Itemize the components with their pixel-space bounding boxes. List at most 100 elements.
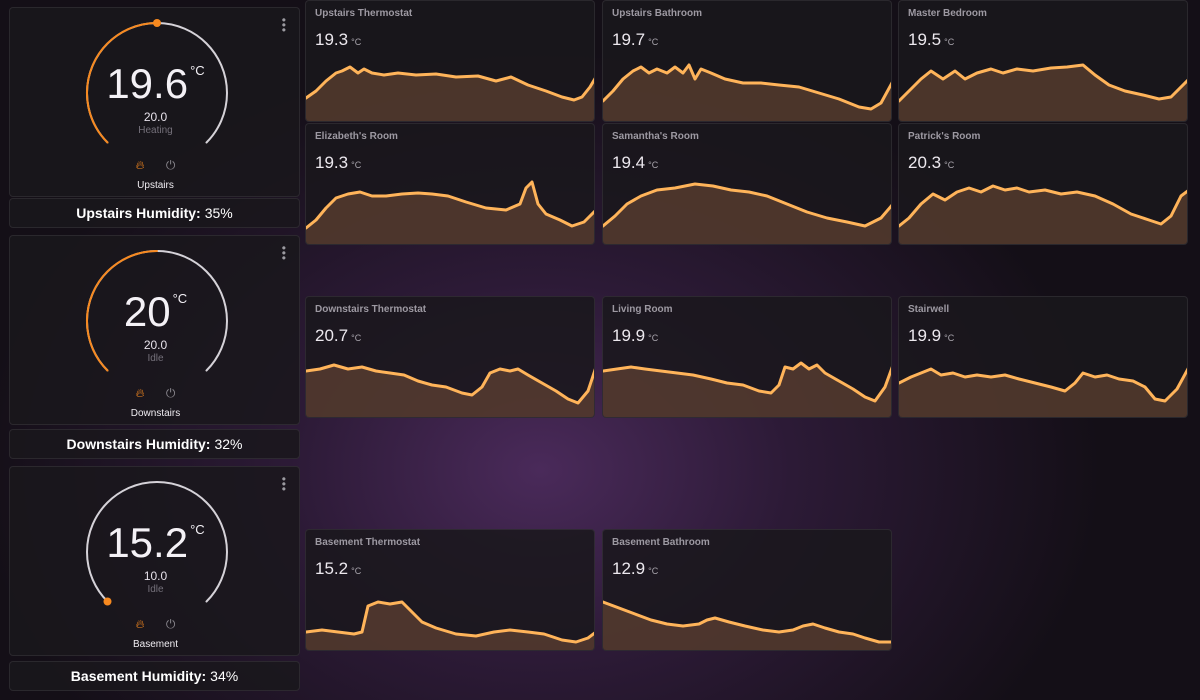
sparkline-line — [899, 184, 1187, 228]
sensor-value: 19.9 °C — [908, 326, 955, 345]
sparkline-line — [306, 600, 594, 644]
sparkline-graph[interactable] — [306, 580, 595, 650]
target-temperature: 20.0 — [143, 110, 168, 124]
flame-icon[interactable]: 🔥︎ — [135, 386, 145, 400]
sparkline-line — [306, 65, 594, 102]
sensor-value: 19.7 °C — [612, 30, 659, 49]
sparkline-graph[interactable] — [603, 347, 892, 417]
more-vertical-icon[interactable]: • • • — [281, 241, 286, 265]
humidity-label: Upstairs Humidity: — [76, 205, 201, 221]
sensor-value: 19.9 °C — [612, 326, 659, 345]
sparkline-line — [603, 63, 891, 111]
sensor-name: Stairwell — [908, 304, 950, 315]
current-temperature: 15.2 °C — [106, 519, 205, 566]
thermostat-name: Basement — [132, 639, 179, 650]
sparkline-area — [603, 602, 891, 650]
sensor-name: Basement Thermostat — [315, 537, 421, 548]
sparkline-graph[interactable] — [899, 174, 1188, 244]
sensor-name: Upstairs Thermostat — [315, 8, 413, 19]
sensor-card-elizabeths-room[interactable]: Elizabeth's Room 19.3 °C — [305, 123, 595, 245]
sensor-card-upstairs-thermostat[interactable]: Upstairs Thermostat 19.3 °C — [305, 0, 595, 122]
sparkline-area — [306, 602, 594, 650]
thermostat-name: Downstairs — [130, 408, 181, 419]
power-icon[interactable]: ⏻ — [165, 386, 176, 400]
sensor-name: Patrick's Room — [908, 131, 981, 142]
more-vertical-icon[interactable]: • • • — [281, 472, 286, 496]
sparkline-line — [306, 363, 594, 405]
sparkline-area — [603, 184, 891, 244]
sparkline-line — [899, 63, 1187, 103]
thermostat-gauge[interactable] — [82, 477, 232, 607]
humidity-card-basement[interactable]: Basement Humidity: 34% — [9, 661, 300, 691]
hvac-action: Idle — [147, 353, 164, 364]
sensor-name: Basement Bathroom — [612, 537, 710, 548]
sparkline-line — [306, 180, 594, 230]
sensor-value: 19.5 °C — [908, 30, 955, 49]
thermostat-card-downstairs[interactable]: • • • 20 °C 20.0 Idle 🔥︎ ⏻ Downstairs — [9, 235, 300, 425]
sparkline-area — [899, 186, 1187, 244]
sensor-card-master-bedroom[interactable]: Master Bedroom 19.5 °C — [898, 0, 1188, 122]
sparkline-graph[interactable] — [603, 580, 892, 650]
sensor-card-downstairs-thermostat[interactable]: Downstairs Thermostat 20.7 °C — [305, 296, 595, 418]
power-icon[interactable]: ⏻ — [165, 617, 176, 631]
sparkline-area — [306, 182, 594, 244]
flame-icon[interactable]: 🔥︎ — [135, 158, 145, 172]
sparkline-line — [603, 182, 891, 228]
gauge-active-arc — [85, 22, 158, 144]
sparkline-graph[interactable] — [899, 51, 1188, 121]
thermostat-card-upstairs[interactable]: • • • 19.6 °C 20.0 Heating 🔥︎ ⏻ Upstairs — [9, 7, 300, 197]
gauge-track — [86, 481, 228, 603]
gauge-setpoint-handle[interactable] — [103, 597, 112, 606]
sparkline-line — [603, 361, 891, 403]
sensor-card-stairwell[interactable]: Stairwell 19.9 °C — [898, 296, 1188, 418]
target-temperature: 10.0 — [143, 569, 168, 583]
hvac-action: Heating — [138, 125, 173, 136]
sparkline-area — [603, 363, 891, 417]
sensor-value: 20.7 °C — [315, 326, 362, 345]
sensor-value: 19.3 °C — [315, 30, 362, 49]
humidity-value: 34% — [210, 668, 239, 684]
sensor-name: Master Bedroom — [908, 8, 987, 19]
target-temperature: 20.0 — [143, 338, 168, 352]
humidity-card-upstairs[interactable]: Upstairs Humidity: 35% — [9, 198, 300, 228]
sparkline-graph[interactable] — [306, 174, 595, 244]
humidity-card-downstairs[interactable]: Downstairs Humidity: 32% — [9, 429, 300, 459]
sensor-value: 20.3 °C — [908, 153, 955, 172]
sensor-value: 19.3 °C — [315, 153, 362, 172]
sparkline-area — [306, 365, 594, 417]
sensor-card-living-room[interactable]: Living Room 19.9 °C — [602, 296, 892, 418]
current-temperature: 20 °C — [123, 288, 188, 335]
sparkline-graph[interactable] — [306, 51, 595, 121]
sparkline-graph[interactable] — [306, 347, 595, 417]
sparkline-graph[interactable] — [899, 347, 1188, 417]
sparkline-graph[interactable] — [603, 174, 892, 244]
sensor-card-basement-bathroom[interactable]: Basement Bathroom 12.9 °C — [602, 529, 892, 651]
sparkline-line — [899, 367, 1187, 403]
sensor-value: 12.9 °C — [612, 559, 659, 578]
sensor-name: Samantha's Room — [612, 131, 699, 142]
sensor-card-upstairs-bathroom[interactable]: Upstairs Bathroom 19.7 °C — [602, 0, 892, 122]
humidity-label: Basement Humidity: — [70, 668, 207, 684]
gauge-active-arc — [85, 250, 158, 372]
thermostat-gauge[interactable] — [82, 18, 232, 148]
power-icon[interactable]: ⏻ — [165, 158, 176, 172]
current-temperature: 19.6 °C — [106, 60, 205, 107]
flame-icon[interactable]: 🔥︎ — [135, 617, 145, 631]
sensor-card-basement-thermostat[interactable]: Basement Thermostat 15.2 °C — [305, 529, 595, 651]
more-vertical-icon[interactable]: • • • — [281, 13, 286, 37]
sensor-value: 15.2 °C — [315, 559, 362, 578]
sensor-card-patricks-room[interactable]: Patrick's Room 20.3 °C — [898, 123, 1188, 245]
sparkline-line — [603, 600, 891, 644]
sensor-value: 19.4 °C — [612, 153, 659, 172]
sparkline-area — [899, 369, 1187, 417]
sparkline-graph[interactable] — [603, 51, 892, 121]
thermostat-card-basement[interactable]: • • • 15.2 °C 10.0 Idle 🔥︎ ⏻ Basement — [9, 466, 300, 656]
sensor-card-samanthas-room[interactable]: Samantha's Room 19.4 °C — [602, 123, 892, 245]
sparkline-area — [603, 65, 891, 121]
sensor-name: Elizabeth's Room — [315, 131, 398, 142]
thermostat-name: Upstairs — [137, 180, 174, 191]
humidity-label: Downstairs Humidity: — [66, 436, 211, 452]
gauge-setpoint-handle[interactable] — [153, 19, 161, 27]
thermostat-gauge[interactable] — [82, 246, 232, 376]
humidity-value: 32% — [214, 436, 243, 452]
